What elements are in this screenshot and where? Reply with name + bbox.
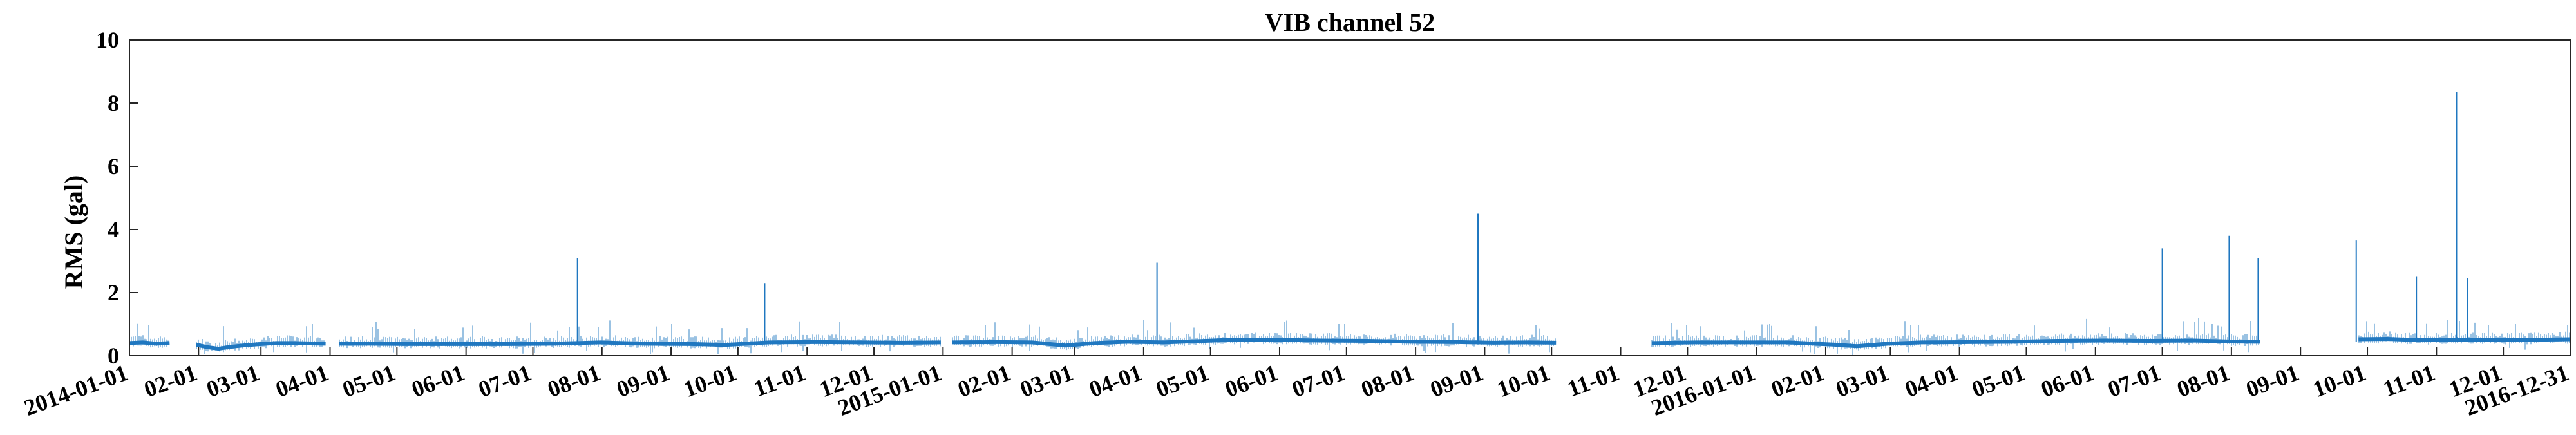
x-tick-label: 02-01 xyxy=(140,360,200,402)
series-noise xyxy=(339,320,941,354)
x-tick-label: 06-01 xyxy=(1222,360,1282,402)
y-tick-label: 8 xyxy=(108,90,119,116)
y-tick-label: 4 xyxy=(108,217,119,242)
x-tick-label: 05-01 xyxy=(1969,360,2029,402)
series-line xyxy=(952,338,1557,348)
series-noise xyxy=(1651,318,2259,356)
x-tick-label: 03-01 xyxy=(1017,360,1077,402)
x-tick-label: 10-01 xyxy=(680,360,740,402)
plot-frame xyxy=(129,39,2571,356)
series-line xyxy=(1651,338,2260,349)
x-tick-label: 10-01 xyxy=(2309,360,2369,402)
y-tick-label: 10 xyxy=(96,27,119,53)
x-tick-label: 09-01 xyxy=(2242,360,2302,402)
x-tick-label: 11-01 xyxy=(1564,360,1623,402)
series-line xyxy=(129,340,170,346)
chart-title: VIB channel 52 xyxy=(1265,8,1435,37)
y-axis: 0 2 4 6 8 10 xyxy=(96,27,138,369)
plot-area xyxy=(129,92,2571,356)
x-tick-label: 2014-01-01 xyxy=(21,360,131,421)
x-tick-label: 04-01 xyxy=(272,360,332,402)
series-noise xyxy=(2358,320,2570,350)
x-tick-label: 02-01 xyxy=(954,360,1014,402)
y-axis-label: RMS (gal) xyxy=(59,175,88,289)
x-tick-label: 07-01 xyxy=(2105,360,2164,402)
x-tick-label: 10-01 xyxy=(1493,360,1553,402)
x-tick-label: 04-01 xyxy=(1902,360,1962,402)
x-tick-label: 08-01 xyxy=(2174,360,2233,402)
x-axis: 2014-01-01 02-01 03-01 04-01 05-01 06-01 07-01… xyxy=(21,347,2572,421)
x-tick-label: 11-01 xyxy=(750,360,809,402)
y-tick-label: 6 xyxy=(108,153,119,179)
x-tick-label: 05-01 xyxy=(339,360,399,402)
x-tick-label: 02-01 xyxy=(1768,360,1828,402)
x-tick-label: 06-01 xyxy=(408,360,468,402)
x-tick-label: 04-01 xyxy=(1086,360,1146,402)
x-tick-label: 07-01 xyxy=(475,360,535,402)
series-line xyxy=(339,340,941,347)
series-noise xyxy=(952,320,1556,354)
x-tick-label: 03-01 xyxy=(1832,360,1892,402)
x-tick-label: 06-01 xyxy=(2038,360,2098,402)
y-tick-label: 2 xyxy=(108,280,119,305)
x-tick-label: 08-01 xyxy=(544,360,604,402)
x-tick-label: 09-01 xyxy=(613,360,673,402)
x-tick-label: 08-01 xyxy=(1358,360,1417,402)
x-tick-label: 05-01 xyxy=(1153,360,1213,402)
x-tick-label: 09-01 xyxy=(1427,360,1487,402)
series-line xyxy=(196,341,326,351)
series-line xyxy=(2358,337,2571,342)
x-tick-label: 03-01 xyxy=(203,360,263,402)
y-tick-label: 0 xyxy=(108,343,119,369)
x-tick-label: 11-01 xyxy=(2380,360,2438,402)
x-tick-label: 07-01 xyxy=(1289,360,1349,402)
